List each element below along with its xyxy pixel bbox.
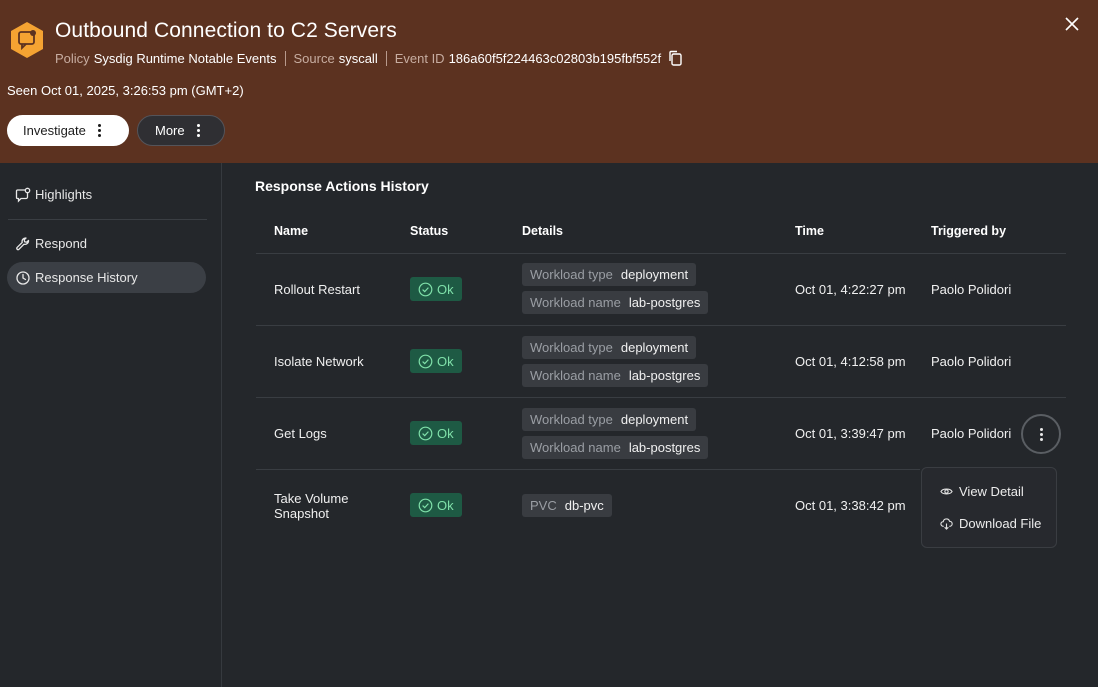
detail-value: lab-postgres (628, 440, 701, 455)
detail-key: Workload name (530, 295, 621, 310)
check-circle-icon (418, 426, 433, 440)
detail-chip: Workload name lab-postgres (522, 364, 709, 387)
detail-chip: Workload name lab-postgres (522, 436, 709, 459)
status-badge: Ok (410, 421, 462, 445)
row-triggered-by: Paolo Polidori (931, 426, 1012, 441)
source-label: Source (293, 50, 335, 66)
event-header: Outbound Connection to C2 Servers Policy… (0, 0, 1098, 163)
highlights-icon (15, 187, 31, 203)
menu-item-label: Download File (959, 516, 1042, 531)
row-name: Take Volume Snapshot (274, 491, 348, 521)
event-meta: Policy Sysdig Runtime Notable Events Sou… (55, 50, 683, 66)
sidebar-item-response-history[interactable]: Response History (7, 262, 206, 293)
sidebar-divider (8, 219, 207, 220)
table-row-divider (256, 469, 920, 470)
column-header-details[interactable]: Details (522, 224, 563, 238)
sidebar-item-label: Respond (35, 236, 88, 251)
row-time: Oct 01, 4:12:58 pm (795, 354, 906, 369)
sidebar-item-label: Highlights (35, 187, 93, 202)
detail-value: db-pvc (564, 498, 604, 513)
check-circle-icon (418, 354, 433, 368)
check-circle-icon (418, 282, 433, 296)
status-badge: Ok (410, 493, 462, 517)
detail-chip: Workload type deployment (522, 408, 697, 431)
sidebar-item-highlights[interactable]: Highlights (7, 179, 206, 210)
row-actions-menu: View Detail Download File (921, 467, 1057, 548)
row-name-line: Take Volume (274, 491, 349, 506)
detail-key: Workload type (530, 412, 613, 427)
status-text: Ok (437, 497, 454, 513)
meta-divider (385, 50, 387, 66)
row-actions-button[interactable] (1021, 414, 1061, 454)
table-row-divider (256, 397, 1066, 398)
detail-key: Workload type (530, 267, 613, 282)
eye-icon (940, 488, 953, 495)
sidebar-item-respond[interactable]: Respond (7, 228, 206, 259)
detail-value: deployment (620, 412, 689, 427)
status-text: Ok (437, 281, 454, 297)
detail-chip: Workload type deployment (522, 336, 697, 359)
sidebar: Highlights Respond Response History (0, 163, 222, 687)
table-row-divider (256, 325, 1066, 326)
detail-chip: Workload type deployment (522, 263, 697, 286)
section-title: Response Actions History (255, 178, 429, 194)
check-circle-icon (418, 498, 433, 512)
row-triggered-by: Paolo Polidori (931, 282, 1012, 297)
seen-timestamp: Seen Oct 01, 2025, 3:26:53 pm (GMT+2) (7, 83, 244, 98)
status-badge: Ok (410, 277, 462, 301)
cloud-download-icon (940, 518, 953, 530)
investigate-label: Investigate (23, 123, 86, 138)
history-icon (16, 270, 30, 285)
menu-item-view-detail[interactable]: View Detail (940, 484, 1024, 499)
detail-key: Workload name (530, 440, 621, 455)
row-name: Isolate Network (274, 354, 364, 369)
column-header-triggered-by[interactable]: Triggered by (931, 224, 1007, 238)
more-button[interactable]: More (137, 115, 225, 146)
kebab-icon (1039, 427, 1043, 441)
more-label: More (155, 123, 185, 138)
copy-icon[interactable] (667, 50, 683, 66)
column-header-status[interactable]: Status (410, 224, 449, 238)
detail-value: lab-postgres (628, 295, 701, 310)
kebab-icon (97, 124, 101, 137)
row-triggered-by: Paolo Polidori (931, 354, 1012, 369)
column-header-name[interactable]: Name (274, 224, 309, 238)
column-header-time[interactable]: Time (795, 224, 824, 238)
investigate-button[interactable]: Investigate (7, 115, 129, 146)
detail-value: lab-postgres (628, 368, 701, 383)
detail-chip: PVC db-pvc (522, 494, 612, 517)
detail-key: Workload name (530, 368, 621, 383)
status-badge: Ok (410, 349, 462, 373)
detail-value: deployment (620, 340, 689, 355)
status-text: Ok (437, 353, 454, 369)
row-time: Oct 01, 3:38:42 pm (795, 498, 906, 513)
page-title: Outbound Connection to C2 Servers (55, 19, 397, 42)
row-name: Rollout Restart (274, 282, 360, 297)
event-id-label: Event ID (394, 50, 445, 66)
policy-value: Sysdig Runtime Notable Events (93, 50, 277, 66)
detail-value: deployment (620, 267, 689, 282)
event-hex-icon (11, 22, 43, 58)
menu-item-label: View Detail (959, 484, 1024, 499)
status-text: Ok (437, 425, 454, 441)
policy-label: Policy (55, 50, 90, 66)
meta-divider (284, 50, 286, 66)
menu-item-download-file[interactable]: Download File (940, 516, 1041, 531)
event-id-value: 186a60f5f224463c02803b195fbf552f (448, 50, 662, 66)
detail-key: PVC (530, 498, 557, 513)
row-name-line: Snapshot (274, 506, 329, 521)
row-time: Oct 01, 3:39:47 pm (795, 426, 906, 441)
close-icon[interactable] (1063, 15, 1081, 33)
detail-chip: Workload name lab-postgres (522, 291, 709, 314)
detail-key: Workload type (530, 340, 613, 355)
table-row-divider (256, 253, 1066, 254)
row-name: Get Logs (274, 426, 327, 441)
kebab-icon (196, 124, 200, 137)
source-value: syscall (338, 50, 378, 66)
row-time: Oct 01, 4:22:27 pm (795, 282, 906, 297)
wrench-icon (16, 236, 30, 250)
sidebar-item-label: Response History (35, 270, 138, 285)
